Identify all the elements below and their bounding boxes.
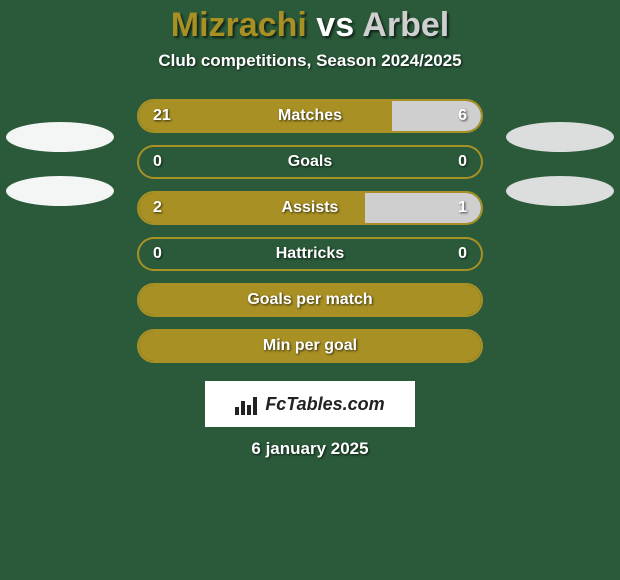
date-text: 6 january 2025 bbox=[0, 439, 620, 459]
stat-label: Min per goal bbox=[139, 337, 481, 355]
comparison-title: Mizrachi vs Arbel bbox=[0, 0, 620, 45]
bar-chart-icon bbox=[235, 393, 259, 415]
photo-placeholder bbox=[6, 176, 114, 206]
subtitle: Club competitions, Season 2024/2025 bbox=[0, 51, 620, 71]
stat-row: Min per goal bbox=[137, 329, 483, 363]
stat-label: Goals bbox=[139, 153, 481, 171]
brand-badge: FcTables.com bbox=[205, 381, 415, 427]
stat-label: Assists bbox=[139, 199, 481, 217]
stat-row: 00Goals bbox=[137, 145, 483, 179]
stat-row: Goals per match bbox=[137, 283, 483, 317]
photo-placeholder bbox=[6, 122, 114, 152]
stat-row: 216Matches bbox=[137, 99, 483, 133]
player2-name: Arbel bbox=[362, 6, 449, 44]
photo-placeholder bbox=[506, 176, 614, 206]
stat-row: 00Hattricks bbox=[137, 237, 483, 271]
stat-label: Matches bbox=[139, 107, 481, 125]
brand-text: FcTables.com bbox=[265, 394, 384, 415]
stat-label: Hattricks bbox=[139, 245, 481, 263]
vs-word: vs bbox=[316, 6, 354, 44]
stat-row: 21Assists bbox=[137, 191, 483, 225]
player1-name: Mizrachi bbox=[171, 6, 307, 44]
photo-placeholder bbox=[506, 122, 614, 152]
stat-label: Goals per match bbox=[139, 291, 481, 309]
